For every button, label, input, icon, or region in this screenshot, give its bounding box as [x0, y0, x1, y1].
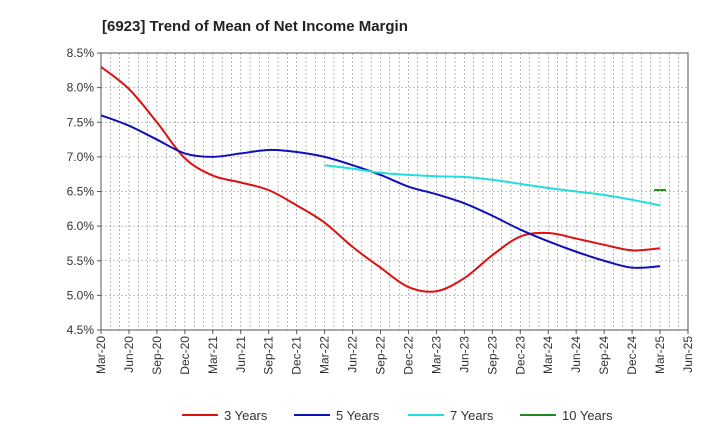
- x-tick-label: Mar-21: [206, 336, 220, 374]
- chart-title: [6923] Trend of Mean of Net Income Margi…: [102, 18, 408, 35]
- grid: [101, 53, 688, 330]
- x-tick-label: Mar-24: [541, 336, 555, 374]
- x-tick-label: Dec-23: [513, 336, 527, 375]
- x-tick-label: Mar-22: [318, 336, 332, 374]
- legend-label-5-years: 5 Years: [336, 408, 380, 423]
- x-tick-label: Sep-22: [374, 336, 388, 375]
- x-tick-label: Dec-24: [625, 336, 639, 375]
- x-tick-label: Jun-21: [234, 336, 248, 373]
- y-tick-label: 6.0%: [67, 219, 95, 233]
- x-tick-label: Jun-22: [346, 336, 360, 373]
- x-tick-label: Dec-21: [290, 336, 304, 375]
- x-tick-label: Sep-24: [597, 336, 611, 375]
- series-line-7-years: [324, 164, 661, 207]
- legend-label-3-years: 3 Years: [224, 408, 268, 423]
- x-tick-label: Sep-23: [485, 336, 499, 375]
- series-line-5-years: [100, 114, 661, 269]
- x-tick-label: Mar-25: [653, 336, 667, 374]
- x-tick-label: Sep-21: [262, 336, 276, 375]
- series-line-3-years: [100, 66, 661, 293]
- x-tick-label: Jun-25: [681, 336, 695, 373]
- x-tick-label: Mar-23: [429, 336, 443, 374]
- x-tick-label: Mar-20: [94, 336, 108, 374]
- y-tick-label: 5.0%: [67, 288, 95, 302]
- plot-lines: [100, 66, 667, 293]
- y-tick-label: 8.0%: [67, 81, 95, 95]
- y-tick-label: 8.5%: [67, 46, 95, 60]
- legend: 3 Years 5 Years 7 Years 10 Years: [182, 408, 613, 423]
- y-axis: 4.5% 5.0% 5.5% 6.0% 6.5% 7.0% 7.5% 8.0% 8.5%: [67, 46, 101, 337]
- x-tick-label: Jun-23: [457, 336, 471, 373]
- legend-label-7-years: 7 Years: [450, 408, 494, 423]
- y-tick-label: 7.5%: [67, 115, 95, 129]
- y-tick-label: 4.5%: [67, 323, 95, 337]
- x-tick-label: Dec-22: [401, 336, 415, 375]
- x-tick-label: Sep-20: [150, 336, 164, 375]
- x-tick-label: Jun-20: [122, 336, 136, 373]
- x-tick-label: Dec-20: [178, 336, 192, 375]
- legend-label-10-years: 10 Years: [562, 408, 613, 423]
- y-tick-label: 6.5%: [67, 185, 95, 199]
- x-tick-label: Jun-24: [569, 336, 583, 373]
- y-tick-label: 5.5%: [67, 254, 95, 268]
- y-tick-label: 7.0%: [67, 150, 95, 164]
- x-axis: Mar-20 Jun-20 Sep-20 Dec-20 Mar-21 Jun-21 Sep-…: [94, 330, 695, 375]
